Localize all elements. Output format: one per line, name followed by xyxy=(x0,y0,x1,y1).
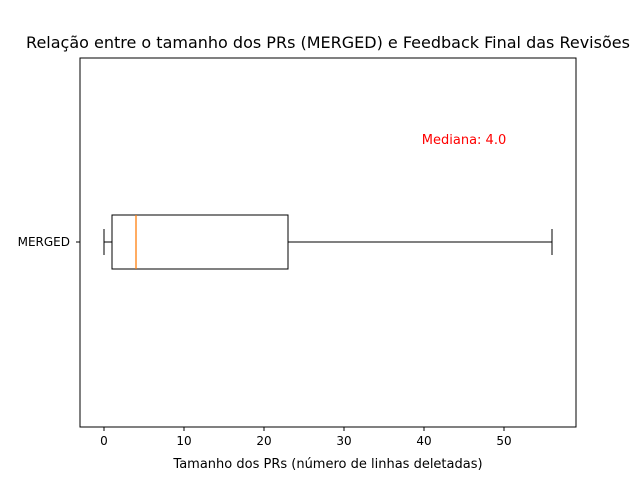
iqr-box xyxy=(111,214,289,270)
x-axis-label: Tamanho dos PRs (número de linhas deleta… xyxy=(172,457,482,472)
y-tick-label: MERGED xyxy=(18,235,70,249)
x-tick-label: 50 xyxy=(496,434,511,448)
chart-title: Relação entre o tamanho dos PRs (MERGED)… xyxy=(26,33,630,52)
x-tick-label: 0 xyxy=(100,434,108,448)
median-annotation: Mediana: 4.0 xyxy=(422,133,506,148)
x-tick-label: 30 xyxy=(336,434,351,448)
x-tick-label: 20 xyxy=(256,434,271,448)
x-tick-label: 10 xyxy=(176,434,191,448)
x-tick-label: 40 xyxy=(416,434,431,448)
